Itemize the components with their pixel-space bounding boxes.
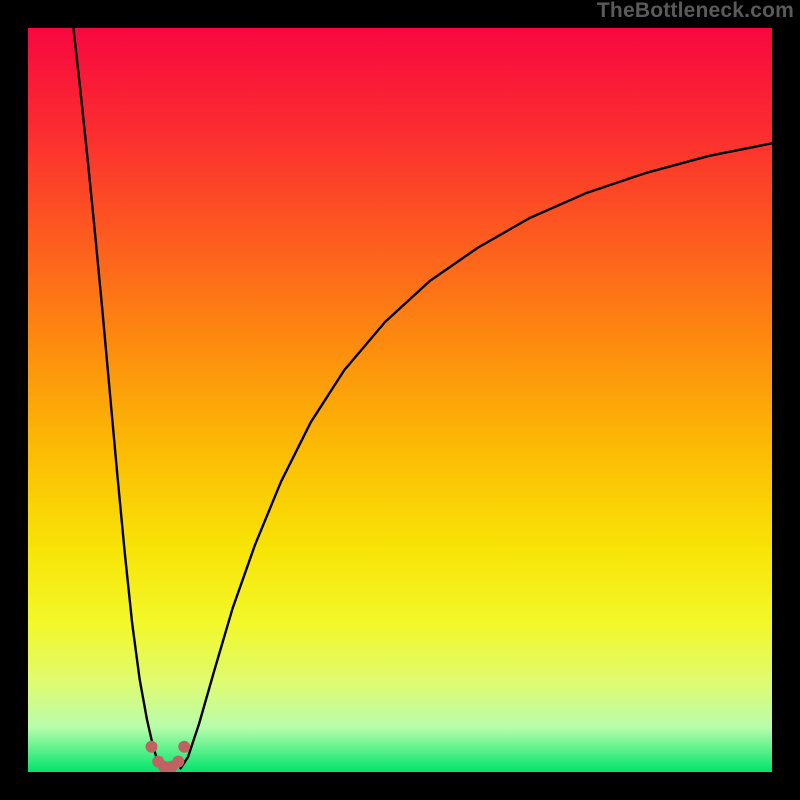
descending-curve [73, 28, 162, 768]
ascending-curve [181, 143, 772, 768]
watermark-text: TheBottleneck.com [597, 0, 794, 21]
valley-marker [146, 741, 158, 753]
chart-frame: TheBottleneck.com [0, 0, 800, 800]
plot-area [28, 28, 772, 772]
valley-marker [178, 741, 190, 753]
curves-svg [28, 28, 772, 772]
valley-marker [172, 756, 184, 768]
